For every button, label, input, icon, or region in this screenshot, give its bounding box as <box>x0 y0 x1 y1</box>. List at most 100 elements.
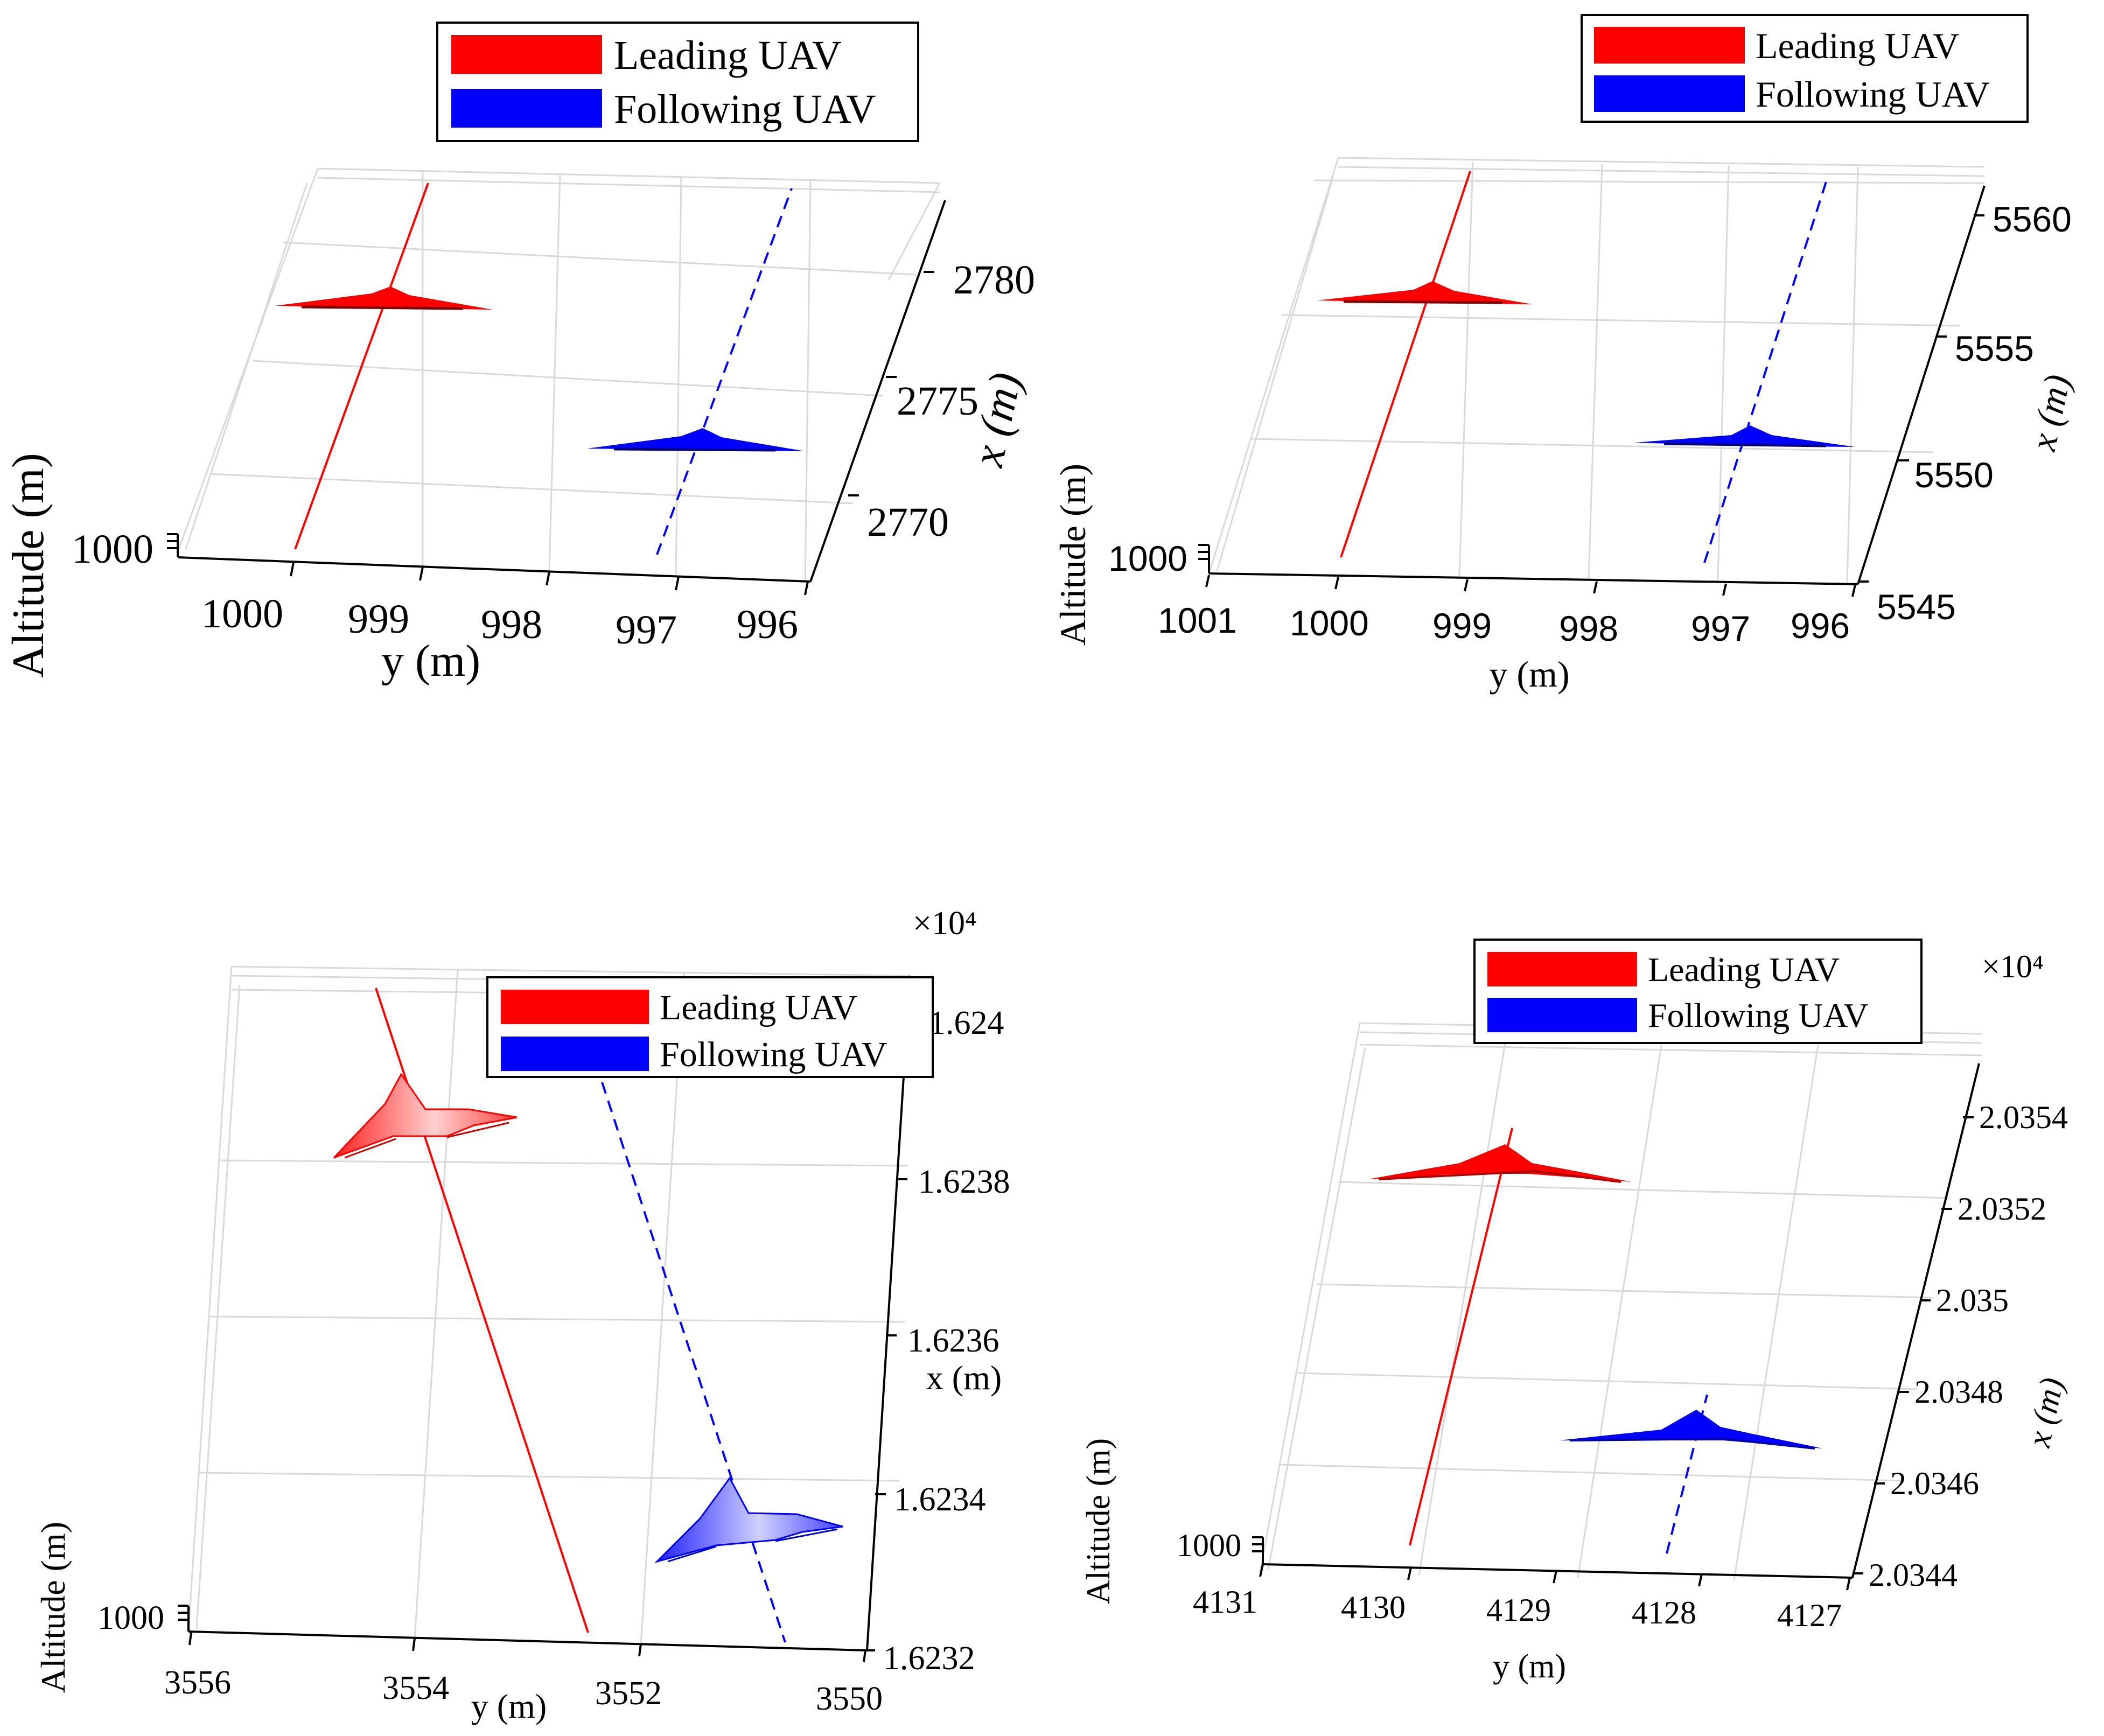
p2-back-edge <box>1338 157 1985 168</box>
p3-ytick-3: 3550 <box>816 1681 883 1717</box>
p3-ztick-0: 1000 <box>97 1600 164 1636</box>
p1-xlabel: y (m) <box>381 636 480 686</box>
p3-left-edge-2 <box>195 985 241 1629</box>
p2-xtick-1: 5550 <box>1914 455 1994 495</box>
p2-xlabel: y (m) <box>1489 654 1569 695</box>
p4-xtick-5: 2.0354 <box>1979 1100 2068 1135</box>
p2-legend-swatch-follow <box>1594 75 1745 112</box>
p3-follow-path <box>601 1082 786 1643</box>
p1-xtick-2: 2780 <box>953 257 1035 303</box>
panel-4-labels: 4131 4130 4129 4128 4127 2.0344 2.0346 2… <box>1080 949 2071 1685</box>
p4-lead-uav-shadow <box>1378 1170 1621 1183</box>
panel-1: 1000 999 998 997 996 2770 2775 2780 1000… <box>3 22 1035 686</box>
p1-legend-swatch-lead <box>451 35 602 74</box>
p3-ylabel: x (m) <box>926 1359 1002 1397</box>
p3-zlabel: Altitude (m) <box>34 1522 72 1693</box>
p2-gridline-y-1000 <box>1458 161 1474 577</box>
p2-legend-swatch-lead <box>1594 27 1745 64</box>
p2-lead-uav-shadow <box>1343 300 1503 304</box>
panel-2-box-grid <box>1208 157 1985 585</box>
p1-tick-y-999 <box>419 566 424 581</box>
p3-legend-lead: Leading UAV <box>660 988 857 1027</box>
p3-legend-swatch-lead <box>501 990 649 1024</box>
p1-ytick-4: 996 <box>737 602 798 647</box>
p4-ytick-2: 4129 <box>1486 1592 1551 1628</box>
p4-x-axis-line <box>1851 1063 1980 1578</box>
p1-xtick-1: 2775 <box>897 379 978 424</box>
p2-gridline-y-999 <box>1588 163 1603 579</box>
p4-legend-swatch-lead <box>1487 952 1637 986</box>
panel-1-labels: 1000 999 998 997 996 2770 2775 2780 1000… <box>3 257 1035 686</box>
p3-gridline-x-1.6234 <box>199 1472 900 1482</box>
p2-legend: Leading UAV Following UAV <box>1581 14 2029 123</box>
p3-z-tick-marks <box>178 1605 190 1632</box>
p1-ytick-3: 997 <box>616 607 677 653</box>
p2-tick-y-996 <box>1851 584 1856 597</box>
p4-legend: Leading UAV Following UAV <box>1473 939 1923 1044</box>
p1-y-axis-line <box>177 556 811 583</box>
p4-gridline-y-4130 <box>1418 1025 1509 1576</box>
p4-gridline-y-4128 <box>1733 1031 1821 1581</box>
p2-follow-path <box>1703 174 1829 563</box>
p2-xtick-3: 5560 <box>1993 199 2072 239</box>
p4-gridline-x-2.0352 <box>1338 1181 1950 1199</box>
p2-legend-follow: Following UAV <box>1756 74 1990 115</box>
p4-gridline-x-2.0346 <box>1278 1464 1902 1482</box>
p3-ytick-0: 3556 <box>164 1664 231 1701</box>
p2-tick-y-1000 <box>1334 577 1339 590</box>
p2-x-axis-line <box>1857 185 1986 585</box>
p2-xtick-2: 5555 <box>1955 328 2034 368</box>
p3-left-edge <box>187 966 233 1632</box>
p4-y-axis-line <box>1262 1563 1853 1579</box>
p4-gridline-y-4129 <box>1577 1028 1665 1578</box>
p2-legend-lead: Leading UAV <box>1756 25 1959 66</box>
panel-3: 3556 3554 3552 3550 1.6232 1.6234 1.6236… <box>34 905 1010 1725</box>
p4-xtick-4: 2.0352 <box>1958 1191 2046 1227</box>
p4-left-edge <box>1259 1023 1361 1573</box>
p1-legend-swatch-follow <box>451 89 602 128</box>
p2-z-tick-marks <box>1198 544 1210 573</box>
p1-ytick-2: 998 <box>481 602 542 647</box>
p3-xtick-3: 1.6238 <box>918 1164 1010 1200</box>
p3-x-axis-line <box>866 975 911 1651</box>
p3-xtick-0: 1.6232 <box>883 1640 975 1677</box>
panel-2-axes <box>1198 185 1986 597</box>
p2-back-edge-2 <box>1338 166 1985 177</box>
p1-gridline-y-996 <box>804 180 812 582</box>
p4-back-edge-3 <box>1359 1044 1982 1056</box>
p1-legend-follow: Following UAV <box>614 87 876 132</box>
panel-1-series <box>275 183 805 555</box>
p1-gridline-x-2780 <box>282 241 916 276</box>
p3-xlabel: y (m) <box>471 1687 547 1725</box>
p2-lead-path <box>1340 171 1471 558</box>
p4-tick-y-4127 <box>1846 1577 1851 1591</box>
p1-back-edge-2 <box>317 177 940 193</box>
p4-ytick-1: 4130 <box>1341 1590 1406 1625</box>
p2-lead-uav-marker <box>1317 281 1532 304</box>
p3-tick-y-3554 <box>412 1638 416 1651</box>
p2-ytick-0: 1001 <box>1158 600 1237 640</box>
p4-tick-y-4129 <box>1553 1570 1557 1584</box>
p4-tick-y-4128 <box>1698 1573 1703 1587</box>
p1-lead-uav-shadow <box>301 305 464 310</box>
p1-gridline-y-998 <box>548 174 561 571</box>
p3-tick-y-3556 <box>188 1632 192 1646</box>
p1-legend-lead: Leading UAV <box>614 33 842 78</box>
p3-ytick-1: 3554 <box>382 1670 449 1706</box>
p4-legend-follow: Following UAV <box>1648 996 1869 1034</box>
p4-ytick-0: 4131 <box>1193 1584 1257 1620</box>
p3-legend: Leading UAV Following UAV <box>486 976 934 1078</box>
p4-xtick-3: 2.035 <box>1936 1283 2009 1318</box>
p3-tick-y-3552 <box>638 1643 642 1657</box>
p1-gridline-x-2775 <box>253 360 884 397</box>
p2-zlabel: Altitude (m) <box>1052 464 1093 646</box>
p4-tick-y-4130 <box>1407 1567 1412 1580</box>
p2-ytick-2: 999 <box>1432 606 1492 646</box>
p4-left-edge-2 <box>1267 1047 1366 1570</box>
p4-lead-path <box>1409 1128 1513 1546</box>
p1-follow-path <box>656 188 793 555</box>
p3-y-axis-line <box>188 1630 868 1651</box>
p2-ytick-3: 998 <box>1559 608 1618 648</box>
p1-ztick-0: 1000 <box>72 527 153 572</box>
